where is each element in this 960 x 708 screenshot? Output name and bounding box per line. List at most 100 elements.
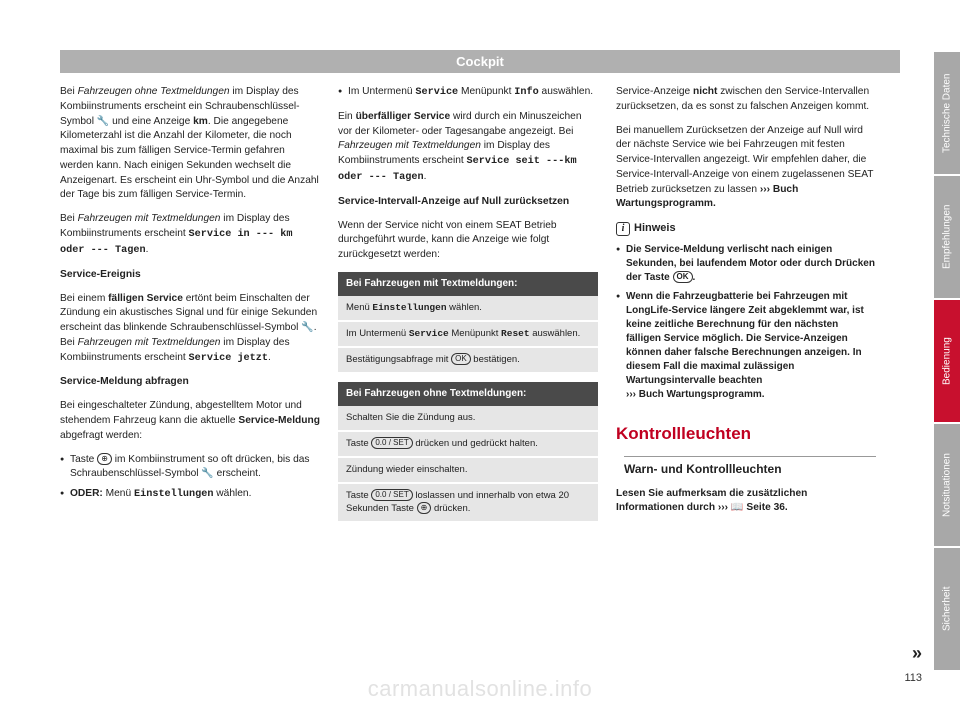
list-item: Im Untermenü Service Menüpunkt Info ausw… [338, 85, 598, 101]
txt: Taste [346, 438, 371, 449]
txt: Die Service-Meldung verlischt nach einig… [626, 244, 875, 283]
wrench-icon: 🔧 [97, 116, 109, 127]
c3-p1: Service-Anzeige nicht zwischen den Servi… [616, 85, 876, 115]
table-row: Taste 0.0 / SET drücken und gedrückt hal… [338, 432, 598, 458]
txt: Einstellungen [372, 302, 446, 313]
txt: Fahrzeugen mit Textmeldungen [78, 213, 221, 224]
txt: Fahrzeugen ohne Textmeldungen [78, 86, 230, 97]
c2-p1: Ein überfälliger Service wird durch ein … [338, 110, 598, 186]
tab-sicherheit[interactable]: Sicherheit [934, 546, 960, 670]
trip-key-icon: ⊕ [97, 453, 112, 465]
book-icon: 📖 [731, 502, 744, 513]
txt: ››› [718, 502, 731, 513]
txt: erscheint. [214, 468, 261, 479]
column-1: Bei Fahrzeugen ohne Textmeldungen im Dis… [60, 85, 320, 525]
txt: ODER: [70, 488, 103, 499]
txt: Service jetzt [189, 353, 268, 364]
list-item: Die Service-Meldung verlischt nach einig… [616, 243, 876, 285]
txt: Bei einem [60, 293, 108, 304]
continue-icon: » [912, 643, 922, 664]
set-key-icon: 0.0 / SET [371, 437, 412, 449]
content-columns: Bei Fahrzeugen ohne Textmeldungen im Dis… [60, 85, 900, 525]
txt: Menüpunkt [449, 328, 501, 339]
table-row: Im Untermenü Service Menüpunkt Reset aus… [338, 322, 598, 348]
txt: auswählen. [530, 328, 581, 339]
txt: Menü [346, 302, 372, 313]
txt: Info [514, 87, 538, 98]
txt: wählen. [447, 302, 482, 313]
txt: Menü [103, 488, 134, 499]
txt: wählen. [213, 488, 251, 499]
c3-p3: Lesen Sie aufmerksam die zusätzlichen In… [616, 487, 876, 517]
trip-key-icon: ⊕ [417, 502, 432, 514]
table-row: Menü Einstellungen wählen. [338, 296, 598, 322]
txt: Einstellungen [134, 489, 213, 500]
txt: Taste [70, 454, 97, 465]
c1-h1: Service-Ereignis [60, 268, 320, 283]
c1-list: Taste ⊕ im Kombiinstrument so oft drücke… [60, 453, 320, 503]
txt: und eine Anzeige [109, 116, 193, 127]
txt: Im Untermenü [348, 86, 415, 97]
txt: abgefragt werden: [60, 430, 142, 441]
txt: . Die angegebene Kilometerzahl ist die A… [60, 116, 319, 201]
txt: Taste [346, 490, 371, 501]
tab-bedienung[interactable]: Bedienung [934, 298, 960, 422]
column-2: Im Untermenü Service Menüpunkt Info ausw… [338, 85, 598, 525]
c1-p2: Bei Fahrzeugen mit Textmeldungen im Disp… [60, 212, 320, 258]
txt: Wenn die Fahrzeugbatterie bei Fahrzeugen… [626, 291, 864, 386]
page-header: Cockpit [60, 50, 900, 73]
txt: Reset [501, 328, 530, 339]
ok-key-icon: OK [451, 353, 471, 365]
txt: ››› Buch Wartungsprogramm. [626, 389, 765, 400]
txt: Im Untermenü [346, 328, 409, 339]
list-item: Wenn die Fahrzeugbatterie bei Fahrzeugen… [616, 290, 876, 402]
txt: . [424, 171, 427, 182]
c1-p1: Bei Fahrzeugen ohne Textmeldungen im Dis… [60, 85, 320, 203]
info-icon: i [616, 222, 630, 236]
table-row: Schalten Sie die Zündung aus. [338, 406, 598, 432]
txt: Service [409, 328, 449, 339]
txt: fälligen Service [108, 293, 183, 304]
c2-list: Im Untermenü Service Menüpunkt Info ausw… [338, 85, 598, 101]
c1-p4: Bei eingeschalteter Zündung, abgestellte… [60, 399, 320, 443]
txt: bestätigen. [471, 354, 520, 365]
txt: überfälliger Service [356, 111, 451, 122]
txt: . [268, 352, 271, 363]
txt: drücken. [431, 503, 470, 514]
wrench-icon: 🔧 [201, 468, 213, 479]
txt: Bestätigungsabfrage mit [346, 354, 451, 365]
c2-h1: Service-Intervall-Anzeige auf Null zurüc… [338, 195, 598, 210]
c1-h2: Service-Meldung abfragen [60, 375, 320, 390]
side-tabs: Technische Daten Empfehlungen Bedienung … [934, 50, 960, 670]
section-title: Kontrollleuchten [616, 422, 876, 447]
txt: km [193, 116, 208, 127]
txt: Bei [60, 213, 78, 224]
txt: drücken und gedrückt halten. [413, 438, 538, 449]
txt: Menüpunkt [458, 86, 514, 97]
tab-empfehlungen[interactable]: Empfehlungen [934, 174, 960, 298]
tab-technische-daten[interactable]: Technische Daten [934, 50, 960, 174]
txt: Service-Anzeige [616, 86, 693, 97]
txt: auswählen. [539, 86, 593, 97]
table-row: Taste 0.0 / SET loslassen und innerhalb … [338, 484, 598, 524]
table-row: Zündung wieder einschalten. [338, 458, 598, 484]
txt: Service [415, 87, 458, 98]
txt: Fahrzeugen mit Textmeldungen [338, 140, 481, 151]
watermark: carmanualsonline.info [0, 676, 960, 702]
column-3: Service-Anzeige nicht zwischen den Servi… [616, 85, 876, 525]
txt: nicht [693, 86, 717, 97]
note-list: Die Service-Meldung verlischt nach einig… [616, 243, 876, 402]
txt: Fahrzeugen mit Textmeldungen [78, 337, 221, 348]
section-subtitle: Warn- und Kontrollleuchten [624, 456, 876, 478]
wrench-icon: 🔧 [301, 322, 313, 333]
list-item: Taste ⊕ im Kombiinstrument so oft drücke… [60, 453, 320, 483]
txt: Seite 36. [744, 502, 788, 513]
c1-p3: Bei einem fälligen Service ertönt beim E… [60, 292, 320, 367]
ok-key-icon: OK [673, 271, 693, 283]
tab-notsituationen[interactable]: Notsituationen [934, 422, 960, 546]
set-key-icon: 0.0 / SET [371, 489, 412, 501]
c3-p2: Bei manuellem Zurücksetzen der Anzeige a… [616, 124, 876, 213]
txt: . [693, 272, 696, 283]
txt: Hinweis [634, 222, 676, 234]
table-row: Bestätigungsabfrage mit OK bestätigen. [338, 348, 598, 374]
